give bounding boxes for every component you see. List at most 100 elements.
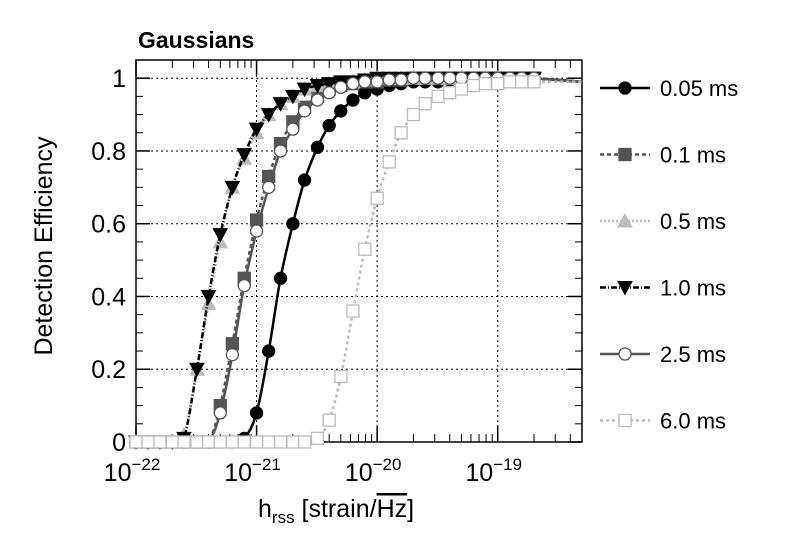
data-point: [370, 75, 384, 89]
data-point: [225, 435, 240, 449]
data-point: [346, 304, 360, 318]
data-point: [310, 93, 325, 107]
data-point: [334, 80, 348, 94]
data-point: [310, 431, 325, 446]
series-line: [136, 76, 583, 446]
data-point: [358, 75, 372, 89]
series-line: [136, 76, 583, 444]
data-point: [189, 362, 205, 378]
data-point: [478, 76, 493, 91]
data-point: [466, 78, 481, 93]
data-point: [141, 435, 155, 449]
x-axis-label-unit-open: [strain/: [295, 495, 377, 523]
legend-swatch-marker: [618, 81, 632, 95]
data-point: [237, 278, 251, 293]
legend-label: 6.0 ms: [660, 409, 726, 434]
x-axis-label: hrss [strain/Hz]: [258, 495, 414, 527]
data-point: [262, 180, 276, 194]
axis-ticks: 0 0.2 0.4 0.6 0.8 1 10−22 10−21 10−20 10−19: [91, 60, 582, 487]
x-tick-label: 10−21: [224, 455, 281, 487]
data-point: [382, 155, 396, 169]
series-0-05-ms: [129, 71, 583, 449]
data-point: [527, 75, 541, 89]
data-point: [249, 435, 264, 449]
data-point: [153, 435, 167, 449]
data-point: [262, 435, 276, 449]
chart-title: Gaussians: [138, 27, 254, 53]
x-axis-label-unit-close: ]: [407, 495, 414, 523]
series-line: [136, 76, 583, 446]
data-point: [262, 344, 276, 358]
data-point: [346, 93, 360, 107]
data-point: [346, 76, 360, 91]
y-axis-label: Detection Efficiency: [30, 136, 58, 356]
data-point: [224, 180, 241, 196]
data-point: [237, 435, 251, 449]
series-0-1-ms: [129, 71, 583, 449]
y-tick-label: 1: [112, 65, 126, 93]
series-2-5-ms: [129, 71, 583, 449]
data-point: [309, 78, 326, 94]
data-point: [322, 413, 336, 427]
data-point: [431, 71, 445, 85]
data-point: [260, 108, 277, 123]
data-point: [129, 435, 143, 449]
data-point: [418, 71, 432, 85]
data-point: [406, 71, 421, 85]
data-point: [382, 73, 396, 87]
legend-label: 1.0 ms: [660, 276, 726, 301]
data-point: [394, 73, 408, 87]
x-axis-label-main: h: [258, 495, 272, 523]
series-layer: [128, 70, 583, 451]
series-0-5-ms: [128, 70, 583, 449]
legend-item: 0.05 ms: [600, 76, 738, 101]
legend-label: 0.05 ms: [660, 76, 738, 101]
data-point: [515, 75, 529, 89]
data-point: [286, 122, 300, 136]
data-point: [177, 435, 191, 449]
x-axis-label-sub: rss: [272, 508, 295, 527]
legend-swatch-marker: [618, 413, 632, 428]
data-point: [190, 435, 204, 449]
legend-label: 2.5 ms: [660, 342, 726, 367]
legend-swatch-marker: [617, 212, 633, 228]
data-point: [454, 71, 469, 85]
data-point: [334, 369, 348, 384]
data-point: [491, 76, 505, 91]
data-point: [358, 242, 372, 256]
data-point: [212, 228, 229, 243]
data-point: [322, 86, 336, 100]
legend-item: 1.0 ms: [600, 276, 726, 301]
data-point: [406, 107, 421, 122]
legend-swatch-marker: [617, 281, 633, 296]
data-point: [249, 406, 264, 420]
data-point: [273, 435, 288, 449]
data-point: [286, 217, 300, 231]
data-point: [201, 435, 216, 449]
data-point: [334, 104, 348, 118]
data-point: [285, 89, 301, 105]
series-1-0-ms: [128, 71, 583, 451]
y-tick-label: 0.2: [91, 356, 126, 384]
legend-swatch-marker: [618, 347, 632, 361]
plot-frame: [135, 59, 583, 443]
data-point: [321, 77, 338, 92]
data-point: [322, 118, 336, 133]
data-point: [213, 435, 227, 449]
data-point: [370, 191, 384, 205]
data-point: [297, 104, 312, 118]
y-tick-label: 0.6: [91, 211, 126, 239]
data-point: [200, 289, 217, 305]
series-line: [136, 80, 582, 444]
legend: 0.05 ms 0.1 ms 0.5 ms 1.0 ms 2.5 ms 6.0 ms: [600, 76, 738, 434]
data-point: [431, 89, 445, 104]
series-6-0-ms: [129, 75, 582, 449]
data-point: [165, 435, 179, 449]
data-point: [394, 126, 408, 140]
y-tick-label: 0.8: [91, 138, 126, 166]
series-line: [136, 76, 583, 444]
data-point: [443, 71, 457, 85]
legend-item: 2.5 ms: [600, 342, 726, 367]
data-point: [249, 224, 264, 238]
